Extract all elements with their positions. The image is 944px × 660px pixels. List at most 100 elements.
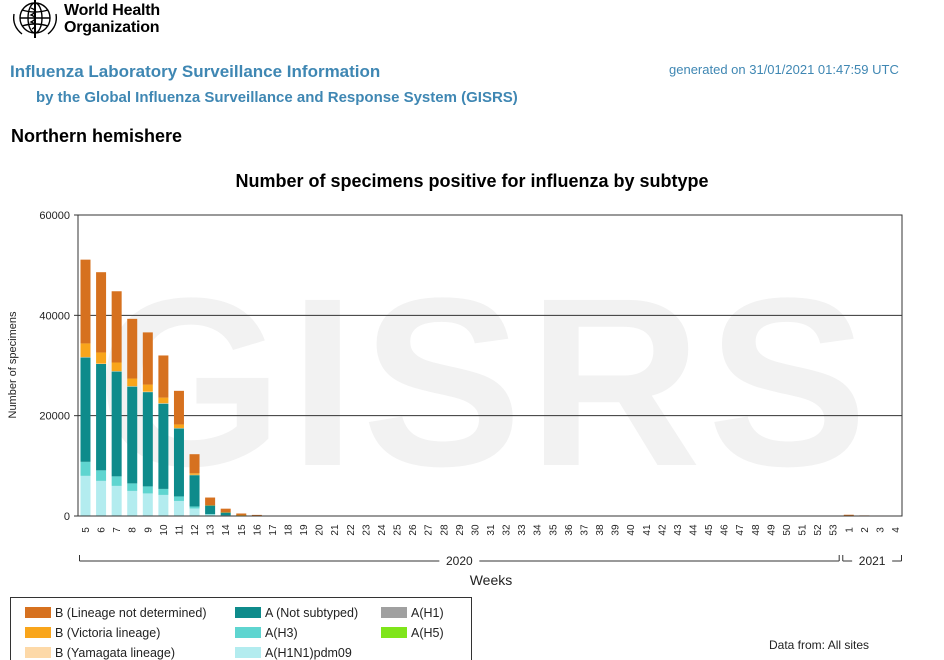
legend-label: A(H1N1)pdm09 xyxy=(265,646,352,660)
bar-segment xyxy=(127,318,138,379)
bar-segment xyxy=(220,508,231,513)
x-tick-label: 2 xyxy=(860,527,871,533)
bar-segment xyxy=(127,483,138,491)
x-tick-label: 31 xyxy=(486,524,497,536)
x-tick-label: 13 xyxy=(206,524,217,536)
bar-segment xyxy=(189,474,200,476)
x-tick-label: 20 xyxy=(315,524,326,536)
bar-segment xyxy=(158,494,169,516)
x-tick-label: 53 xyxy=(829,524,840,536)
x-tick-label: 46 xyxy=(720,524,731,536)
x-tick-label: 23 xyxy=(361,524,372,536)
x-axis-label: Weeks xyxy=(470,572,513,588)
bar-segment xyxy=(80,356,91,358)
x-tick-label: 47 xyxy=(735,524,746,536)
legend-item: B (Victoria lineage) xyxy=(25,626,160,640)
bar-segment xyxy=(127,378,138,387)
x-tick-label: 5 xyxy=(81,527,92,533)
bar-segment xyxy=(142,486,153,494)
bar-segment xyxy=(80,343,91,357)
bar-segment xyxy=(142,384,153,392)
legend-swatch xyxy=(25,607,51,618)
legend-item: A(H1) xyxy=(381,606,444,620)
legend-item: A (Not subtyped) xyxy=(235,606,358,620)
bar-segment xyxy=(96,352,107,364)
bar-segment xyxy=(111,291,122,363)
who-logo: World Health Organization xyxy=(8,0,178,42)
region-heading: Northern hemishere xyxy=(11,126,183,146)
bar-segment xyxy=(111,476,122,486)
bar-segment xyxy=(111,362,122,372)
y-tick-label: 40000 xyxy=(39,310,70,322)
x-tick-label: 49 xyxy=(766,524,777,536)
x-tick-label: 50 xyxy=(782,524,793,536)
bar-segment xyxy=(158,488,169,495)
bar-segment xyxy=(158,403,169,489)
x-tick-label: 25 xyxy=(393,524,404,536)
bar-segment xyxy=(205,513,216,515)
bar-segment xyxy=(96,363,107,364)
x-tick-label: 24 xyxy=(377,524,388,536)
bar-segment xyxy=(158,403,169,404)
bar-segment xyxy=(220,512,231,516)
x-tick-label: 45 xyxy=(704,524,715,536)
org-name-line1: World Health xyxy=(64,2,160,19)
legend-item: A(H3) xyxy=(235,626,298,640)
legend-item: B (Lineage not determined) xyxy=(25,606,206,620)
bar-segment xyxy=(205,505,216,506)
x-tick-label: 16 xyxy=(252,524,263,536)
legend-swatch xyxy=(381,607,407,618)
x-tick-label: 28 xyxy=(439,524,450,536)
chart-title: Number of specimens positive for influen… xyxy=(235,171,709,191)
x-tick-label: 19 xyxy=(299,524,310,536)
x-tick-label: 44 xyxy=(689,524,700,536)
generated-timestamp: generated on 31/01/2021 01:47:59 UTC xyxy=(669,62,899,77)
bar-segment xyxy=(127,386,138,387)
x-tick-label: 32 xyxy=(502,524,513,536)
x-tick-label: 40 xyxy=(626,524,637,536)
data-source-note: Data from: All sites xyxy=(769,638,870,652)
legend-item: A(H5) xyxy=(381,626,444,640)
bar-segment xyxy=(80,259,91,344)
x-tick-label: 22 xyxy=(346,524,357,536)
who-emblem-icon xyxy=(12,0,58,38)
bar-segment xyxy=(80,475,91,516)
page-title: Influenza Laboratory Surveillance Inform… xyxy=(10,62,381,81)
y-tick-label: 20000 xyxy=(39,411,70,423)
bar-segment xyxy=(173,428,184,497)
bar-segment xyxy=(111,485,122,516)
x-tick-label: 36 xyxy=(564,524,575,536)
bar-segment xyxy=(111,371,122,477)
bar-segment xyxy=(173,427,184,429)
bar-segment xyxy=(251,514,262,516)
x-tick-label: 30 xyxy=(470,524,481,536)
legend-item: B (Yamagata lineage) xyxy=(25,646,175,660)
y-axis-label: Number of specimens xyxy=(7,311,19,418)
bar-segment xyxy=(189,506,200,509)
legend-swatch xyxy=(25,647,51,658)
gisrs-watermark: GISRS xyxy=(97,248,874,516)
bar-segment xyxy=(205,514,216,516)
bar-segment xyxy=(189,473,200,475)
bar-segment xyxy=(80,461,91,476)
x-tick-label: 33 xyxy=(517,524,528,536)
x-tick-label: 6 xyxy=(97,527,108,533)
x-tick-label: 26 xyxy=(408,524,419,536)
x-tick-label: 12 xyxy=(190,524,201,536)
x-tick-label: 7 xyxy=(112,527,123,533)
x-tick-label: 10 xyxy=(159,524,170,536)
bar-segment xyxy=(96,470,107,481)
x-tick-label: 51 xyxy=(798,524,809,536)
bar-segment xyxy=(158,397,169,404)
bar-segment xyxy=(173,390,184,425)
bar-segment xyxy=(205,505,216,514)
x-tick-label: 3 xyxy=(875,527,886,533)
x-tick-label: 15 xyxy=(237,524,248,536)
legend-item: A(H1N1)pdm09 xyxy=(235,646,352,660)
legend-label: A(H3) xyxy=(265,626,298,640)
x-tick-label: 38 xyxy=(595,524,606,536)
y-tick-label: 0 xyxy=(64,511,70,523)
x-tick-label: 27 xyxy=(424,524,435,536)
bar-segment xyxy=(142,493,153,516)
